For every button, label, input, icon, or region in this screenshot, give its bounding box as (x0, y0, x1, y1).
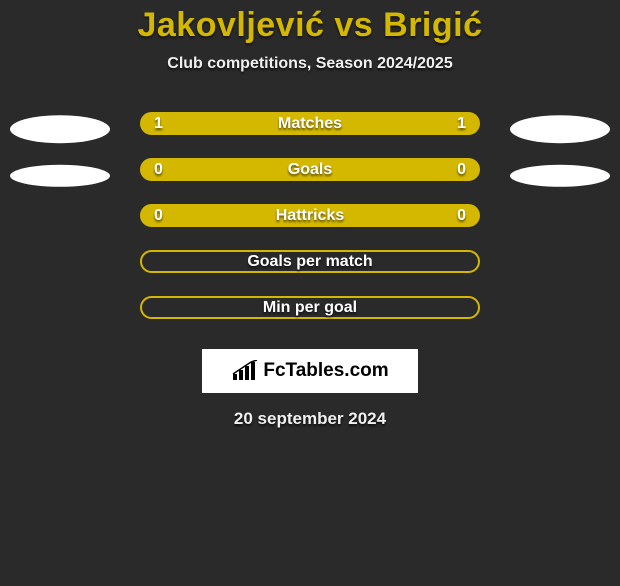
player-left-ellipse (10, 115, 110, 143)
stat-bar: Hattricks (140, 204, 480, 227)
stat-bar: Goals per match (140, 250, 480, 273)
date-line: 20 september 2024 (0, 409, 620, 429)
stat-label: Matches (278, 115, 342, 133)
stat-label: Hattricks (276, 207, 344, 225)
stat-bar: Min per goal (140, 296, 480, 319)
stat-label: Min per goal (263, 299, 357, 317)
player-right-ellipse (510, 115, 610, 143)
stats-area: Matches 1 1 Goals 0 0 Hattricks 0 0 Goals per mat… (0, 109, 620, 339)
stat-row: Goals per match (0, 247, 620, 293)
stat-label: Goals (288, 161, 332, 179)
brand-chart-icon (231, 360, 259, 382)
vs-title: Jakovljević vs Brigić (0, 6, 620, 45)
stat-row: Hattricks 0 0 (0, 201, 620, 247)
stat-value-right: 1 (457, 112, 466, 135)
stat-value-left: 0 (154, 158, 163, 181)
stat-row: Goals 0 0 (0, 155, 620, 201)
stat-bar: Goals (140, 158, 480, 181)
stat-value-right: 0 (457, 158, 466, 181)
brand-text: FcTables.com (263, 360, 388, 382)
brand-box[interactable]: FcTables.com (202, 349, 418, 393)
stat-value-left: 0 (154, 204, 163, 227)
stat-label: Goals per match (247, 253, 372, 271)
player-right-ellipse (510, 165, 610, 187)
stat-row: Matches 1 1 (0, 109, 620, 155)
stat-value-left: 1 (154, 112, 163, 135)
player-left-ellipse (10, 165, 110, 187)
stat-row: Min per goal (0, 293, 620, 339)
subtitle: Club competitions, Season 2024/2025 (0, 55, 620, 73)
stat-value-right: 0 (457, 204, 466, 227)
stat-bar: Matches (140, 112, 480, 135)
